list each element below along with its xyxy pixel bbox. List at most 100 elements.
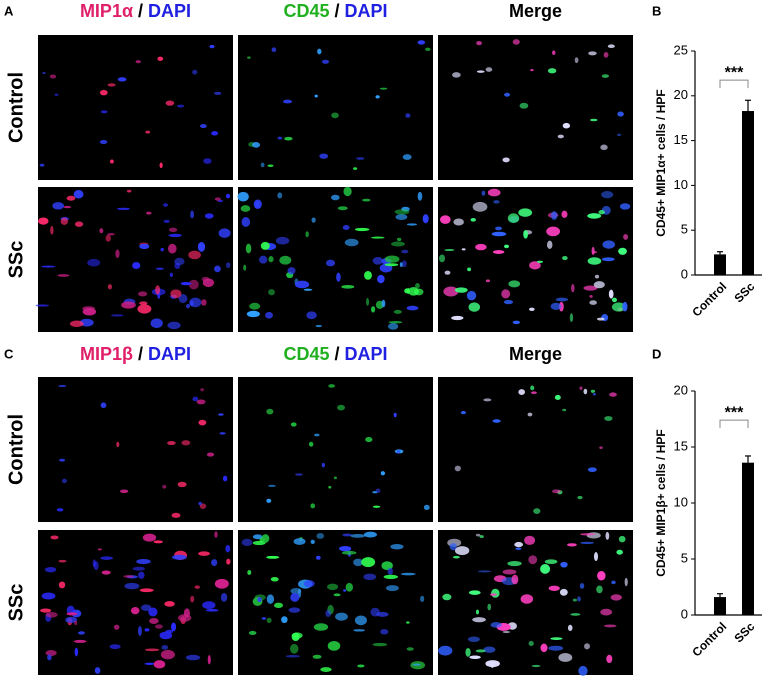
cell bbox=[466, 290, 477, 301]
cell bbox=[218, 228, 231, 238]
cell bbox=[132, 261, 141, 269]
y-tick-label: 25 bbox=[674, 42, 688, 57]
cell bbox=[451, 315, 464, 321]
cell bbox=[557, 134, 564, 139]
cell bbox=[571, 284, 575, 293]
cell bbox=[609, 392, 617, 397]
cell bbox=[380, 628, 389, 635]
cell bbox=[574, 57, 579, 64]
cell bbox=[495, 226, 502, 231]
cell bbox=[492, 419, 501, 423]
cell bbox=[157, 56, 164, 61]
cell bbox=[288, 607, 301, 613]
cell bbox=[501, 289, 511, 299]
cell bbox=[592, 393, 597, 396]
cell bbox=[214, 265, 221, 273]
cell bbox=[579, 582, 585, 589]
cell bbox=[442, 593, 452, 601]
cell bbox=[181, 440, 191, 446]
header-part: DAPI bbox=[148, 344, 191, 364]
cell bbox=[383, 574, 399, 579]
cell bbox=[423, 504, 430, 510]
y-tick-label: 15 bbox=[674, 132, 688, 147]
cell bbox=[78, 631, 85, 635]
cell bbox=[214, 578, 229, 589]
cell bbox=[204, 213, 214, 219]
cell bbox=[600, 608, 613, 616]
cell bbox=[587, 467, 597, 473]
y-tick-label: 20 bbox=[674, 87, 688, 102]
cell bbox=[393, 309, 402, 314]
cell bbox=[618, 535, 626, 543]
header-part: CD45 bbox=[283, 344, 329, 364]
cell bbox=[132, 566, 146, 571]
header-part: CD45 bbox=[283, 1, 329, 21]
cell bbox=[135, 60, 141, 64]
cell bbox=[607, 44, 615, 49]
cell bbox=[149, 618, 159, 625]
cell bbox=[483, 646, 496, 653]
cell bbox=[336, 272, 341, 282]
cell bbox=[211, 131, 219, 136]
cell bbox=[314, 433, 320, 437]
cell bbox=[169, 272, 173, 278]
cell bbox=[211, 559, 218, 567]
cell bbox=[311, 217, 316, 223]
cell bbox=[306, 311, 317, 320]
cell bbox=[284, 136, 293, 141]
cell bbox=[587, 257, 602, 265]
cell bbox=[406, 647, 414, 651]
cell bbox=[205, 608, 219, 612]
cell bbox=[203, 158, 212, 164]
cell bbox=[530, 391, 537, 395]
cell bbox=[540, 564, 551, 574]
cell bbox=[214, 91, 222, 95]
cell bbox=[417, 191, 423, 201]
cell bbox=[314, 94, 318, 98]
cell bbox=[115, 249, 120, 259]
cell bbox=[145, 130, 151, 134]
significance-bracket bbox=[719, 419, 749, 429]
cell bbox=[540, 643, 548, 653]
cell bbox=[283, 99, 292, 104]
cell bbox=[139, 301, 148, 306]
cell bbox=[261, 617, 267, 620]
cell bbox=[52, 202, 65, 210]
cell bbox=[87, 258, 101, 267]
cell bbox=[225, 544, 231, 553]
cell bbox=[385, 585, 399, 592]
micrograph bbox=[438, 377, 633, 522]
cell bbox=[406, 305, 419, 311]
cell bbox=[443, 286, 459, 297]
y-axis-label: CD45+ MIP1α+ cells / HPF bbox=[654, 89, 668, 236]
cell bbox=[577, 495, 583, 500]
cell bbox=[160, 649, 175, 660]
cell bbox=[470, 217, 476, 222]
cell bbox=[475, 649, 486, 653]
cell bbox=[343, 186, 352, 197]
cell bbox=[380, 471, 386, 476]
cell bbox=[94, 667, 101, 674]
cell bbox=[371, 236, 385, 239]
cell bbox=[388, 321, 403, 324]
cell bbox=[381, 299, 386, 308]
cell bbox=[291, 632, 303, 639]
cell bbox=[394, 209, 410, 215]
cell bbox=[281, 616, 288, 624]
cell bbox=[248, 630, 257, 636]
cell bbox=[57, 274, 70, 277]
cell bbox=[97, 548, 102, 551]
cell bbox=[188, 279, 199, 290]
cell bbox=[605, 531, 610, 540]
cell bbox=[74, 221, 84, 227]
column-header: CD45 /DAPI bbox=[283, 344, 387, 364]
x-tick-label: SSc bbox=[731, 279, 757, 305]
cell bbox=[400, 572, 416, 576]
cell bbox=[153, 540, 163, 544]
cell bbox=[325, 259, 336, 267]
cell bbox=[357, 664, 365, 668]
cell bbox=[617, 111, 624, 117]
significance-bracket bbox=[719, 79, 749, 89]
cell bbox=[507, 213, 520, 224]
cell bbox=[548, 645, 564, 651]
